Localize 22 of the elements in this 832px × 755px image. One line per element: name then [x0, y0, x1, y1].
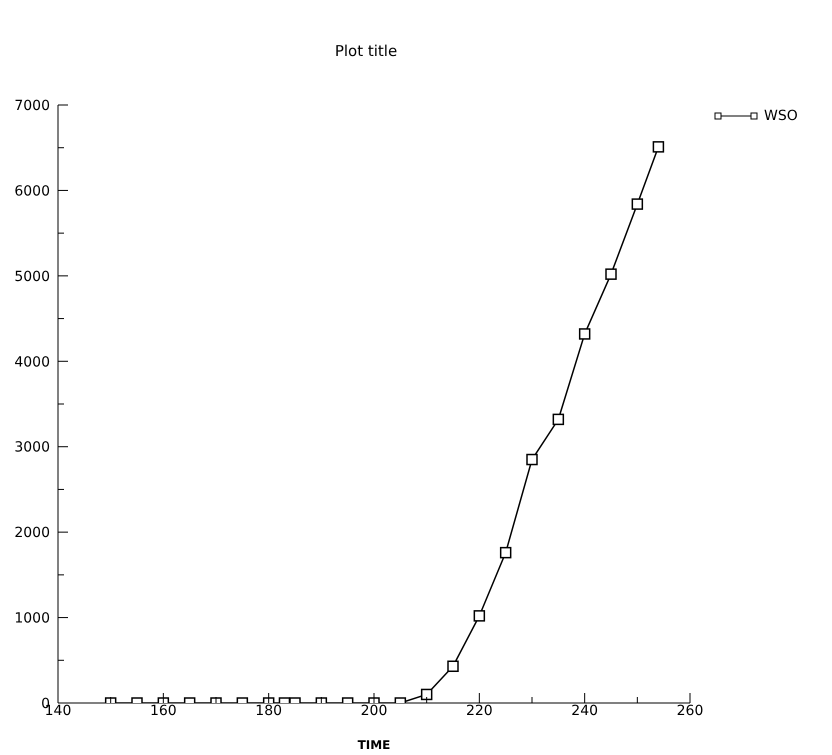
point: [632, 198, 644, 210]
x-tick-label: 260: [676, 703, 704, 719]
x-tick-label: 180: [255, 703, 282, 719]
y-tick-label: 5000: [14, 268, 50, 285]
y-tick-label: 1000: [14, 610, 50, 627]
point: [552, 414, 564, 426]
chart-title: Plot title: [334, 42, 398, 60]
x-axis-title: TIME: [358, 738, 390, 752]
y-tick-label: 3000: [14, 440, 50, 456]
point: [605, 268, 617, 280]
point: [578, 328, 590, 340]
legend-label: WSO: [764, 108, 798, 124]
point: [526, 454, 538, 466]
y-tick-label: 4000: [14, 354, 50, 370]
y-tick-label: 7000: [14, 98, 50, 114]
x-tick-label: 160: [150, 703, 177, 719]
y-tick-label: 2000: [14, 525, 50, 542]
point: [652, 141, 664, 153]
y-tick-label: 6000: [14, 183, 50, 200]
x-tick-label: 240: [571, 703, 598, 719]
x-tick-label: 220: [466, 703, 493, 719]
x-tick-label: 200: [360, 703, 388, 719]
